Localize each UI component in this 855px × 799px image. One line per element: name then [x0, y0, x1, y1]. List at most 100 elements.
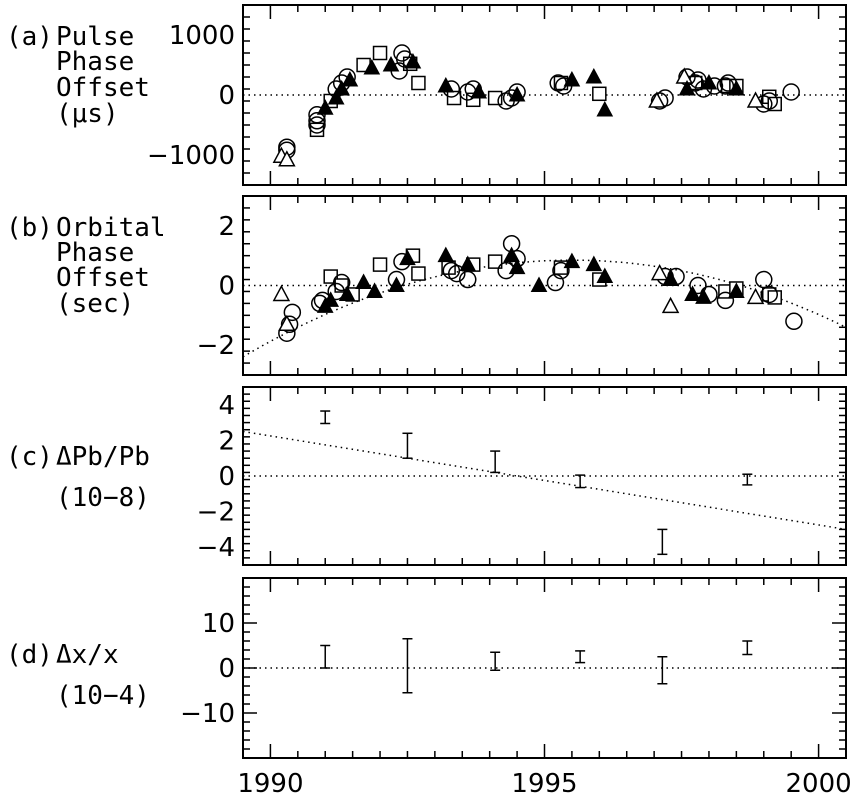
y-tick-label: 10: [202, 609, 235, 639]
filled-triangle-marker: [355, 273, 372, 290]
error-bar: [742, 473, 753, 486]
panel-letter: (b): [6, 213, 53, 243]
filled-triangle-marker: [563, 252, 581, 269]
circle-marker: [308, 106, 326, 124]
filled-triangle-marker: [341, 70, 359, 87]
filled-triangle-marker: [530, 276, 548, 292]
circle-marker: [546, 273, 565, 292]
filled-triangle-marker: [728, 282, 745, 298]
filled-triangle-marker: [333, 79, 351, 96]
ylabel-line: (10−4): [56, 681, 150, 711]
filled-triangle-marker: [700, 73, 718, 90]
triangle-marker: [278, 150, 296, 167]
filled-triangle-marker: [470, 82, 488, 99]
filled-triangle-marker: [382, 55, 400, 72]
x-tick-label: 1990: [237, 769, 303, 799]
ylabel-line: (μs): [56, 99, 119, 129]
error-bar: [575, 474, 586, 489]
ylabel-line: (sec): [56, 289, 134, 319]
square-marker: [592, 86, 607, 102]
filled-triangle-marker: [585, 67, 603, 84]
filled-triangle-marker: [662, 270, 679, 287]
ylabel-line: Pulse: [56, 22, 134, 52]
y-tick-label: −4: [197, 533, 235, 563]
error-bar: [402, 638, 413, 694]
filled-triangle-marker: [695, 288, 712, 304]
circle-marker: [760, 285, 779, 304]
circle-marker: [283, 303, 302, 322]
circle-marker: [760, 92, 779, 110]
square-marker: [411, 266, 426, 281]
triangle-marker: [272, 284, 291, 302]
ylabel-c: (c) ΔPb/Pb (10−8): [6, 442, 150, 513]
y-tick-label: −2: [197, 498, 235, 528]
error-bar: [742, 640, 753, 656]
circle-marker: [280, 315, 299, 334]
error-bar: [320, 644, 331, 669]
y-tick-label: −2: [197, 331, 235, 361]
y-tick-label: 0: [218, 462, 235, 492]
error-bar: [320, 410, 331, 425]
panel-a: 1000 0 −1000: [147, 4, 847, 186]
filled-triangle-marker: [508, 85, 526, 102]
filled-triangle-marker: [437, 76, 455, 93]
ylabel-line: Phase: [56, 238, 134, 268]
filled-triangle-marker: [459, 255, 477, 272]
ylabel-line: Offset: [56, 73, 150, 103]
triangle-marker: [675, 67, 694, 84]
circle-marker: [689, 276, 707, 295]
filled-triangle-marker: [363, 58, 381, 75]
x-tick-label: 1995: [511, 769, 577, 799]
filled-triangle-marker: [316, 99, 334, 115]
panel-d: 10 0 −10: [180, 577, 847, 759]
square-marker: [487, 90, 503, 106]
filled-triangle-marker: [366, 282, 383, 298]
circle-marker: [332, 273, 351, 292]
y-tick-label: 0: [218, 272, 235, 302]
filled-triangle-marker: [728, 79, 745, 96]
filled-triangle-marker: [399, 249, 416, 266]
filled-triangle-marker: [437, 246, 455, 263]
x-tick-label: 2000: [786, 769, 852, 799]
filled-triangle-marker: [327, 88, 345, 105]
circle-marker: [448, 264, 466, 283]
y-tick-label: 0: [218, 81, 235, 111]
triangle-marker: [746, 91, 765, 108]
filled-triangle-marker: [388, 276, 405, 292]
filled-triangle-marker: [503, 246, 520, 263]
error-bar: [657, 656, 668, 685]
error-bar: [490, 450, 501, 474]
ylabel-d: (d) Δx/x (10−4): [6, 640, 150, 711]
panel-letter: (c): [6, 442, 53, 472]
ylabel-line: (10−8): [56, 483, 150, 513]
y-tick-label: 2: [218, 426, 235, 456]
circle-marker: [785, 312, 803, 331]
triangle-marker: [650, 263, 669, 281]
circle-marker: [782, 83, 800, 101]
filled-triangle-marker: [508, 258, 526, 275]
square-marker: [487, 254, 503, 269]
circle-marker: [308, 116, 326, 134]
fit-line: [242, 430, 847, 531]
filled-triangle-marker: [678, 79, 696, 96]
filled-triangle-marker: [338, 285, 356, 301]
square-marker: [309, 122, 325, 138]
triangle-marker: [278, 314, 296, 332]
y-tick-label: 4: [218, 391, 235, 421]
y-tick-label: 0: [218, 654, 235, 684]
ylabel-line: Offset: [56, 263, 150, 293]
fit-curve: [242, 259, 847, 358]
circle-marker: [552, 261, 570, 280]
filled-triangle-marker: [596, 267, 614, 284]
error-bar: [490, 651, 501, 671]
filled-triangle-marker: [322, 291, 340, 307]
panel-letter: (d): [6, 640, 53, 670]
y-tick-label: 1000: [169, 21, 235, 51]
panel-c: 4 2 0 −2 −4: [197, 386, 847, 566]
ylabel-line: Phase: [56, 47, 134, 77]
y-tick-label: −1000: [147, 141, 235, 171]
filled-triangle-marker: [596, 100, 614, 117]
